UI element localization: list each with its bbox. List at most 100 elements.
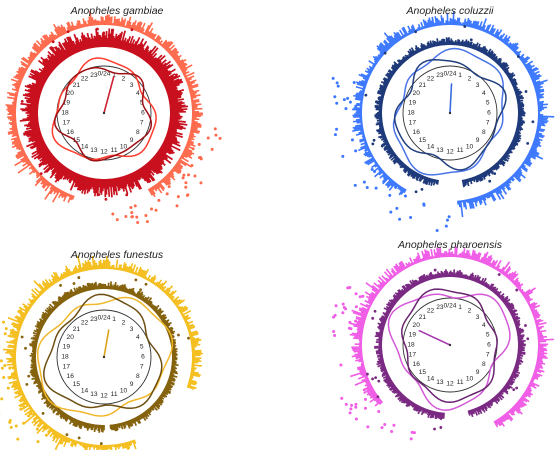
outer-activity-bar [82, 18, 86, 28]
inner-activity-bar [406, 168, 413, 176]
inner-activity-bar [517, 103, 524, 106]
outer-activity-bar [13, 76, 23, 82]
outer-activity-bar [509, 409, 516, 416]
inner-activity-bar [425, 276, 429, 282]
inner-activity-bar [130, 419, 134, 424]
outer-activity-bar [86, 261, 90, 271]
outer-activity-bar [423, 25, 426, 29]
outer-activity-bar [371, 155, 374, 158]
outer-activity-bar [501, 270, 506, 275]
outer-activity-point [197, 142, 201, 146]
inner-activity-bar [489, 399, 494, 404]
inner-activity-bar [148, 160, 162, 174]
outer-activity-bar [353, 94, 364, 99]
outer-activity-bar [412, 258, 417, 265]
inner-activity-bar [433, 40, 437, 47]
inner-activity-bar [55, 163, 64, 174]
inner-activity-bar [31, 373, 39, 377]
outer-activity-bar [170, 295, 175, 301]
inner-activity-point [526, 142, 530, 145]
outer-activity-point [422, 202, 426, 206]
outer-activity-point [354, 319, 358, 323]
outer-activity-bar [440, 15, 443, 26]
inner-activity-bar [75, 287, 80, 295]
outer-activity-bar [351, 309, 368, 317]
outer-activity-point [218, 136, 222, 140]
outer-activity-bar [42, 180, 50, 189]
outer-activity-bar [168, 290, 177, 299]
outer-activity-bar [427, 250, 431, 260]
outer-activity-bar [390, 267, 398, 276]
inner-activity-point [373, 309, 377, 313]
outer-activity-bar [12, 339, 18, 342]
outer-activity-bar [18, 306, 29, 314]
outer-activity-bar [28, 164, 34, 170]
inner-activity-bar [46, 307, 53, 314]
inner-activity-point [383, 51, 387, 55]
outer-activity-bar [137, 268, 143, 277]
outer-activity-bar [364, 79, 369, 83]
outer-activity-bar [393, 182, 398, 187]
outer-activity-bar [171, 168, 175, 173]
inner-activity-bar [489, 286, 494, 291]
inner-activity-bar [386, 380, 393, 385]
inner-activity-bar [98, 34, 101, 48]
outer-activity-bar [364, 156, 375, 164]
inner-activity-bar [415, 279, 420, 286]
inner-activity-bar [39, 151, 52, 162]
inner-activity-bar [145, 299, 149, 304]
inner-activity-bar [165, 385, 172, 390]
inner-activity-bar [58, 410, 63, 415]
outer-activity-bar [529, 381, 540, 387]
inner-activity-bar [167, 88, 185, 96]
inner-activity-bar [430, 178, 434, 187]
outer-activity-bar [156, 37, 162, 44]
inner-activity-bar [153, 402, 161, 409]
inner-activity-bar [374, 106, 383, 109]
inner-activity-bar [388, 306, 393, 310]
inner-activity-bar [95, 28, 99, 48]
inner-activity-bar [478, 405, 482, 410]
inner-activity-bar [49, 47, 63, 63]
hour-label: 23 [436, 72, 444, 79]
outer-activity-bar [501, 183, 506, 188]
outer-activity-point [390, 430, 394, 434]
inner-activity-bar [152, 62, 162, 70]
inner-activity-bar [393, 388, 400, 394]
inner-activity-bar [92, 284, 96, 290]
hour-label: 3 [476, 82, 480, 89]
inner-activity-point [96, 27, 99, 31]
outer-activity-bar [520, 290, 524, 294]
outer-activity-bar [402, 26, 409, 37]
outer-activity-point [199, 181, 203, 185]
inner-activity-bar [421, 407, 425, 411]
outer-activity-bar [63, 192, 67, 198]
inner-activity-bar [161, 391, 166, 396]
outer-activity-bar [475, 196, 479, 202]
inner-activity-bar [435, 41, 439, 47]
outer-activity-point [150, 207, 154, 211]
inner-activity-bar [130, 287, 135, 295]
inner-activity-bar [428, 272, 433, 280]
inner-activity-bar [138, 168, 150, 184]
outer-activity-bar [467, 19, 471, 28]
inner-activity-bar [388, 69, 395, 75]
inner-activity-bar [512, 370, 517, 374]
inner-activity-bar [400, 395, 407, 402]
inner-activity-bar [420, 44, 424, 51]
outer-activity-bar [190, 96, 197, 99]
outer-activity-bar [139, 22, 146, 34]
inner-activity-bar [490, 166, 494, 171]
outer-activity-bar [385, 277, 390, 282]
inner-activity-bar [168, 94, 182, 100]
outer-activity-bar [32, 414, 39, 421]
inner-activity-bar [31, 364, 37, 367]
outer-activity-bar [536, 96, 544, 100]
outer-activity-bar [462, 199, 466, 208]
outer-activity-bar [187, 83, 193, 87]
outer-activity-bar [516, 283, 524, 290]
outer-activity-bar [508, 177, 512, 182]
inner-activity-bar [393, 298, 398, 303]
inner-activity-bar [41, 151, 52, 159]
